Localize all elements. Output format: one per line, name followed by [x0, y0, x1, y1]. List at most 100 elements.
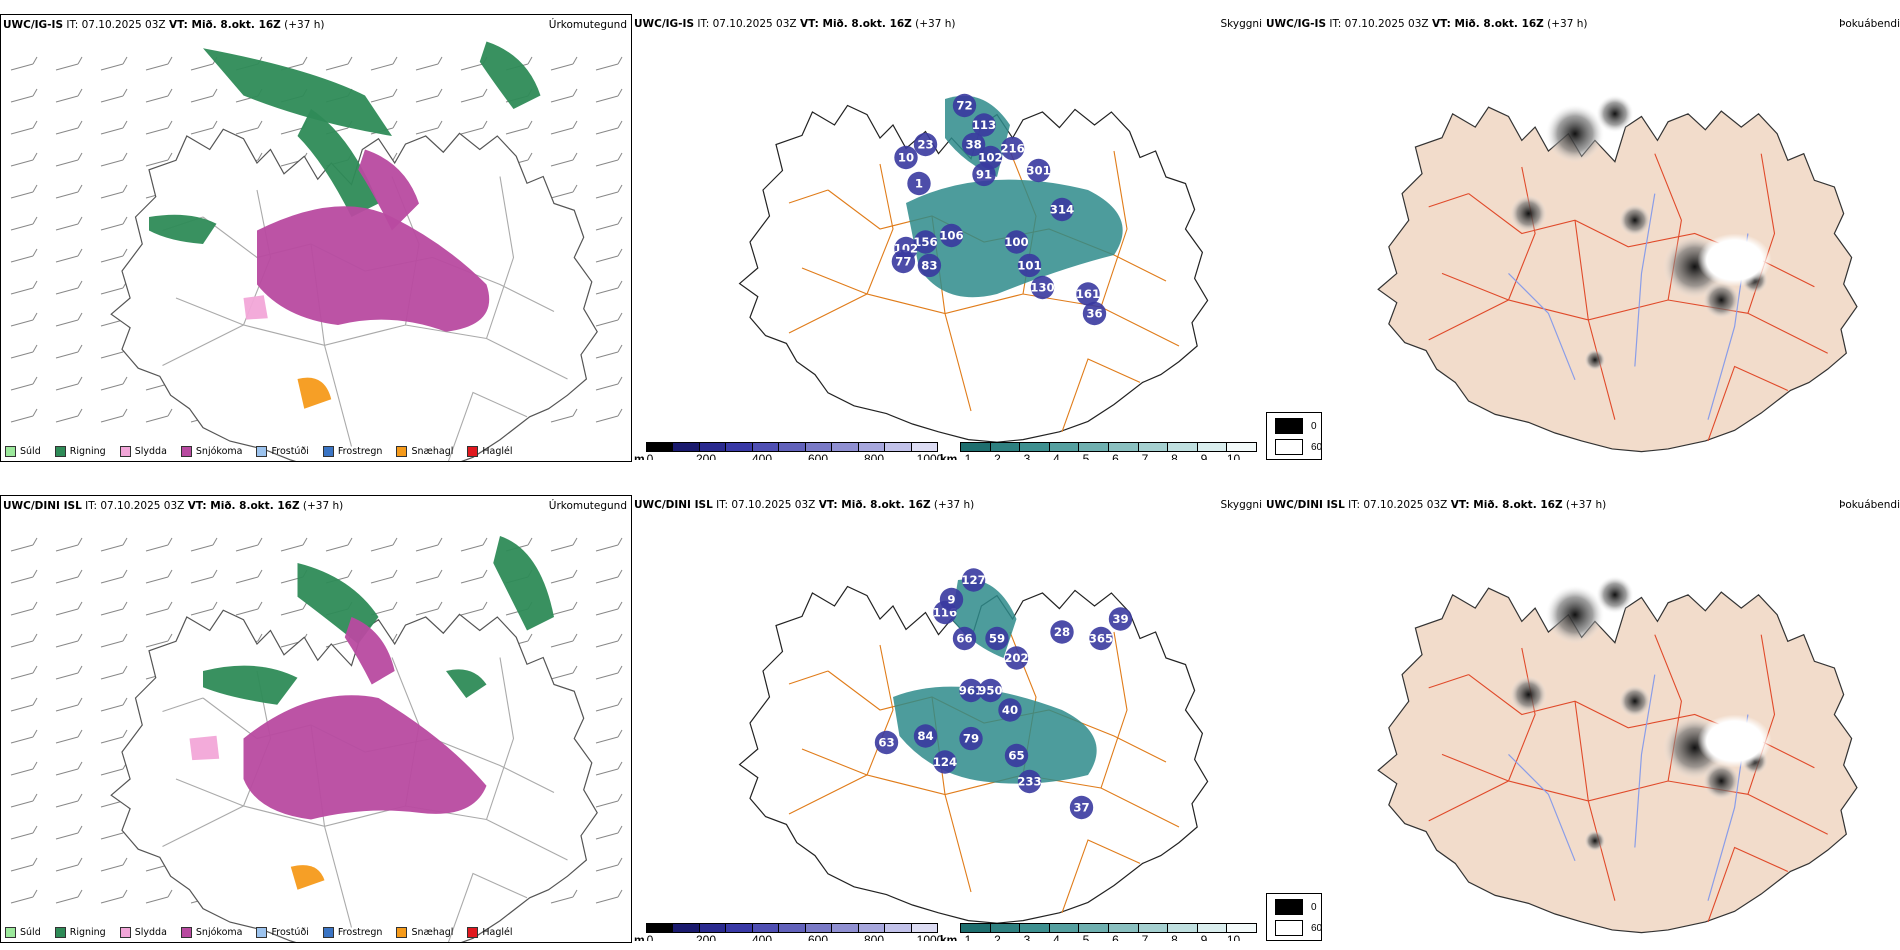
ceiling-blob [1000, 136, 1025, 161]
legend-label: Rigning [69, 927, 106, 938]
model-name: UWC/DINI ISL [3, 500, 82, 512]
colorbar-segment [885, 443, 912, 451]
ceiling-blob [1026, 158, 1051, 183]
colorbar-tick: 7 [1141, 933, 1149, 941]
lead-time: (+37 h) [299, 500, 344, 512]
ceiling-blob [1050, 620, 1074, 644]
colorbar-segment [726, 924, 753, 932]
model-name: UWC/IG-IS [1266, 18, 1327, 30]
legend-item: Rigning [54, 927, 106, 938]
valid-time: VT: Mið. 8.okt. 16Z [818, 499, 931, 511]
colorbar-segment [1197, 924, 1228, 932]
colorbar-unit: km [940, 933, 958, 941]
legend-item: Frostúði [256, 446, 309, 457]
panel-title: UWC/DINI ISL IT: 07.10.2025 03Z VT: Mið.… [3, 500, 343, 512]
colorbar-segment [832, 443, 859, 451]
precip-area [149, 214, 217, 244]
legend-label: Frostúði [271, 446, 309, 457]
ceiling-blob [939, 223, 964, 248]
ceiling-blob [1082, 301, 1107, 326]
colorbar-tick: 600 [807, 452, 829, 460]
init-time: IT: 07.10.2025 03Z [81, 500, 188, 512]
ceiling-blob [972, 162, 996, 187]
precip-area [189, 735, 220, 761]
colorbar-strip [960, 923, 1257, 933]
legend-swatch [256, 927, 268, 938]
ceiling-label: 37 [1073, 800, 1089, 814]
ceiling-blob [1089, 626, 1113, 651]
legend-swatch [322, 446, 334, 457]
ceiling-label: 365 [1089, 631, 1113, 645]
colorbar-segment [1138, 924, 1169, 932]
colorbar-segment [885, 924, 912, 932]
legend-label: Haglél [482, 446, 513, 457]
precip-area [297, 109, 379, 217]
fog-index-panel: Þokuábendi UWC/DINI ISL IT: 07.10.2025 03… [1264, 495, 1900, 941]
colorbar-segment [1079, 443, 1109, 451]
colorbar-segment [990, 924, 1021, 932]
colorbar-tick: 4 [1053, 452, 1060, 460]
ceiling-label: 79 [963, 732, 979, 746]
legend-swatch [54, 446, 66, 457]
colorbar-segment [1020, 924, 1050, 932]
colorbar-unit: km [940, 452, 958, 460]
ceiling-blob [874, 730, 899, 755]
ceiling-blob [913, 132, 938, 157]
colorbar-segment [1227, 924, 1256, 932]
init-time: IT: 07.10.2025 03Z [1344, 499, 1451, 511]
legend-label: 60 [1311, 922, 1323, 934]
colorbar-tick: 600 [807, 933, 829, 941]
ceiling-label: 233 [1017, 774, 1041, 788]
ceiling-blob [985, 626, 1009, 651]
legend-swatch [396, 927, 408, 938]
ceiling-blob [1108, 607, 1133, 631]
ceiling-label: 100 [1004, 235, 1028, 249]
valid-time: VT: Mið. 8.okt. 16Z [1450, 499, 1563, 511]
panel-title: UWC/IG-IS IT: 07.10.2025 03Z VT: Mið. 8.… [634, 18, 955, 30]
ceiling-blob [978, 678, 1003, 703]
legend-label: Haglél [482, 927, 513, 938]
ceiling-label: 113 [972, 118, 996, 132]
colorbar-segment [1168, 924, 1198, 932]
ceiling-label: 84 [917, 729, 933, 743]
precip-area [290, 865, 325, 890]
fog-area [1702, 281, 1740, 319]
legend-label: Frostúði [271, 927, 309, 938]
ceiling-label: 83 [921, 258, 937, 272]
ceiling-label: 101 [1017, 258, 1041, 272]
legend-label: Snæhagl [411, 446, 454, 457]
ceiling-label: 314 [1050, 202, 1074, 216]
precip-area [203, 665, 298, 705]
fog-legend-item: 60 [1275, 439, 1322, 455]
ceiling-blob [961, 132, 986, 157]
fog-area [1509, 194, 1548, 233]
colorbar-segment [911, 443, 937, 451]
ceiling-label: 202 [1004, 651, 1028, 665]
ceiling-blob [952, 93, 977, 118]
legend-item: Frostúði [256, 927, 309, 938]
legend-item: Snjókoma [180, 446, 242, 457]
ceiling-colorbar: m 0 200 400 600 800 1000 [634, 442, 943, 460]
fog-legend-item: 60 [1275, 920, 1322, 936]
ceiling-blob [913, 724, 938, 748]
legend-swatch [5, 927, 16, 938]
ceiling-label: 65 [1008, 748, 1024, 762]
colorbar-tick: 2 [994, 933, 1001, 941]
precip-area [358, 149, 419, 231]
ceiling-blob [1050, 197, 1074, 222]
model-name: UWC/DINI ISL [1266, 499, 1345, 511]
panel-title: UWC/DINI ISL IT: 07.10.2025 03Z VT: Mið.… [634, 499, 974, 511]
colorbar-tick: 1 [964, 933, 972, 941]
ceiling-blob [939, 587, 964, 612]
init-time: IT: 07.10.2025 03Z [712, 499, 819, 511]
ceiling-label: 106 [939, 228, 963, 242]
product-label: Skyggni [1220, 18, 1263, 30]
ceiling-label: 130 [1030, 280, 1054, 294]
legend-label: Frostregn [337, 446, 383, 457]
river [1508, 753, 1576, 862]
colorbar-segment [961, 924, 991, 932]
legend-item: Slydda [119, 446, 167, 457]
precip-area [493, 536, 554, 631]
lead-time: (+37 h) [1562, 499, 1607, 511]
